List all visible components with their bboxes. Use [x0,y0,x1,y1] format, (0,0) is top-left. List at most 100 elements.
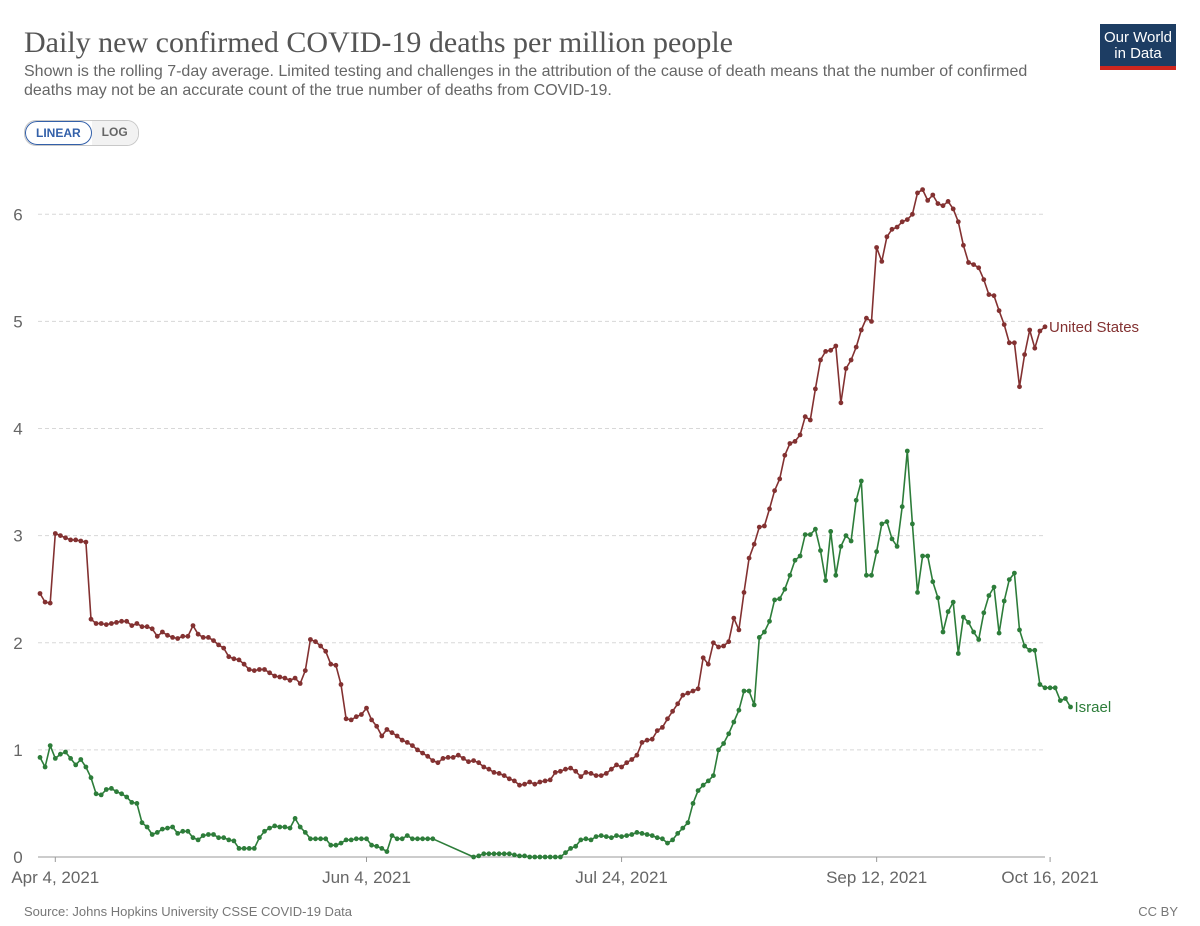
data-point-united-states [961,242,966,248]
data-point-united-states [124,618,130,624]
data-point-united-states [925,198,931,203]
data-point-united-states [522,781,527,787]
data-point-israel [292,816,298,821]
data-point-israel [705,778,711,784]
data-point-united-states [695,686,701,692]
series-line-israel [39,450,1072,858]
data-point-israel [103,787,109,792]
data-point-israel [858,478,864,484]
data-point-united-states [415,747,420,753]
data-point-israel [675,831,681,836]
data-point-israel [991,584,997,590]
data-point-united-states [1012,340,1017,346]
data-point-israel [63,749,68,755]
data-point-israel [950,599,956,605]
data-point-united-states [440,756,446,761]
data-point-united-states [864,315,869,321]
data-point-united-states [185,633,191,639]
data-point-united-states [573,768,579,774]
data-point-united-states [966,260,971,265]
data-point-united-states [1032,345,1038,351]
data-point-united-states [899,219,905,225]
data-point-israel [838,544,844,549]
data-point-united-states [282,675,288,681]
data-point-united-states [547,777,553,783]
data-point-israel [262,828,267,834]
data-point-israel [170,824,176,830]
data-point-israel [277,824,283,830]
owid-logo[interactable]: Our World in Data [1100,24,1176,70]
x-tick-label: Jul 24, 2021 [575,868,668,887]
data-point-united-states [481,764,487,770]
data-point-israel [47,743,53,748]
data-point-israel [583,836,589,842]
data-point-united-states [756,524,762,530]
data-point-united-states [792,439,798,444]
data-point-israel [1006,577,1012,582]
data-point-israel [690,801,696,806]
data-point-united-states [940,203,946,209]
chart-subtitle: Shown is the rolling 7-day average. Limi… [24,63,1028,99]
data-point-israel [665,840,670,846]
data-point-israel [767,618,772,624]
data-point-israel [971,629,976,635]
data-point-united-states [782,452,788,458]
data-point-united-states [563,766,568,772]
data-point-israel [537,854,543,860]
data-point-united-states [149,626,155,632]
data-point-israel [542,854,548,860]
data-point-united-states [287,677,293,683]
data-point-israel [644,832,650,837]
data-point-united-states [221,645,227,651]
license-label[interactable]: CC BY [1138,904,1178,919]
data-point-united-states [180,633,186,639]
data-point-israel [619,834,624,839]
data-point-israel [394,836,400,842]
data-point-israel [639,831,645,836]
data-point-united-states [583,770,589,775]
y-tick-label: 6 [13,205,22,224]
data-point-israel [532,854,538,860]
data-point-united-states [323,648,329,654]
data-point-united-states [802,414,808,420]
data-point-united-states [512,778,517,784]
data-point-united-states [1037,328,1043,334]
source-note[interactable]: Source: Johns Hopkins University CSSE CO… [24,904,353,919]
data-point-israel [777,596,783,602]
data-point-united-states [348,717,354,723]
data-point-israel [751,702,757,708]
linear-scale-button[interactable]: LINEAR [25,121,92,145]
data-point-united-states [654,728,660,733]
data-point-israel [216,835,222,841]
data-point-israel [1001,598,1007,604]
data-point-israel [818,548,823,553]
data-point-united-states [716,644,721,650]
data-point-israel [787,572,793,578]
data-point-united-states [869,319,874,324]
data-point-united-states [389,730,395,736]
y-tick-label: 2 [13,634,22,653]
data-point-united-states [461,756,466,761]
data-point-israel [42,764,48,770]
data-point-united-states [93,621,99,626]
data-point-israel [843,533,849,538]
data-point-united-states [364,705,369,711]
data-point-united-states [200,635,206,640]
data-point-united-states [425,753,431,759]
data-point-israel [1068,704,1073,710]
data-point-israel [78,757,84,762]
data-point-israel [185,828,191,834]
data-point-united-states [639,740,645,745]
logo-line-1: Our World [1103,29,1173,46]
data-point-israel [935,595,941,601]
log-scale-button[interactable]: LOG [91,121,138,145]
data-point-israel [573,843,579,849]
data-point-united-states [1001,322,1007,327]
data-point-united-states [537,779,543,785]
data-point-united-states [103,622,109,627]
data-point-israel [226,837,232,843]
y-tick-label: 0 [13,848,22,867]
data-point-united-states [711,640,716,646]
data-point-united-states [78,538,84,544]
